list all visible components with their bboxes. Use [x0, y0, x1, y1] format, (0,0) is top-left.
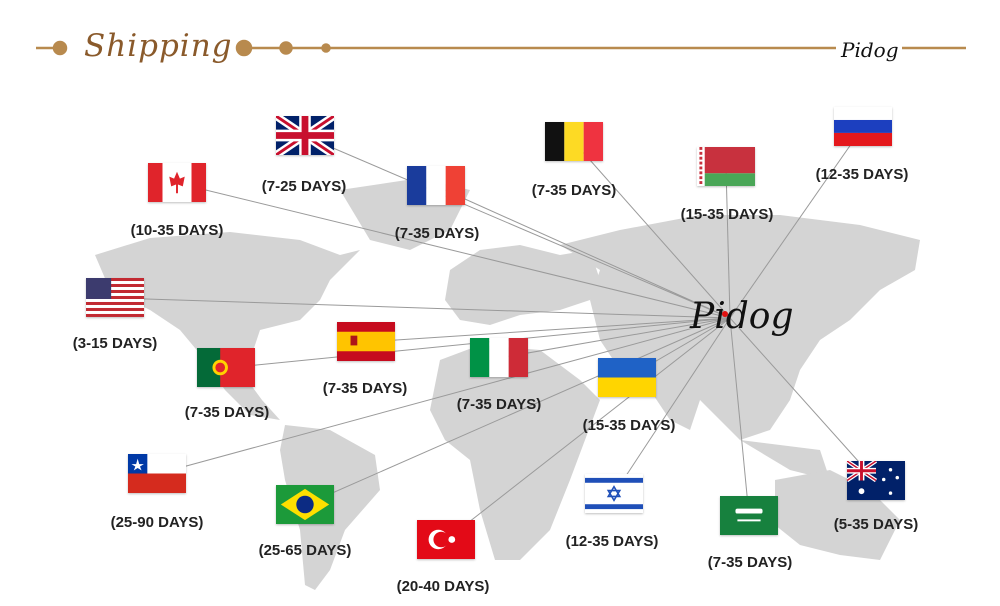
- delivery-time-label: (7-35 DAYS): [184, 404, 270, 421]
- route-line: [176, 182, 731, 319]
- route-line: [573, 141, 731, 319]
- belarus-flag: [697, 147, 755, 186]
- route-line: [729, 317, 750, 517]
- delivery-time-label: (15-35 DAYS): [680, 206, 774, 223]
- brazil-flag: [276, 485, 334, 524]
- route-line: [498, 317, 731, 359]
- uk-flag: [276, 116, 334, 155]
- route-line: [613, 317, 731, 495]
- route-line: [725, 166, 731, 319]
- page-title: Shipping: [84, 28, 233, 64]
- delivery-time-label: (3-15 DAYS): [72, 335, 158, 352]
- italy-flag: [470, 338, 528, 377]
- brand-logo: Pidog: [838, 38, 902, 62]
- delivery-time-label: (7-35 DAYS): [707, 554, 793, 571]
- delivery-time-label: (7-35 DAYS): [394, 225, 480, 242]
- delivery-time-label: (25-90 DAYS): [110, 514, 204, 531]
- hub-marker: [722, 311, 728, 317]
- turkey-flag: [417, 520, 475, 559]
- delivery-time-label: (5-35 DAYS): [833, 516, 919, 533]
- delivery-time-label: (15-35 DAYS): [582, 417, 676, 434]
- russia-flag: [834, 107, 892, 146]
- delivery-time-label: (25-65 DAYS): [258, 542, 352, 559]
- usa-flag: [86, 278, 144, 317]
- route-line: [435, 185, 731, 319]
- delivery-time-label: (12-35 DAYS): [815, 166, 909, 183]
- belgium-flag: [545, 122, 603, 161]
- header-divider: [36, 39, 966, 57]
- delivery-time-label: (7-25 DAYS): [261, 178, 347, 195]
- delivery-time-label: (20-40 DAYS): [396, 578, 490, 595]
- delivery-time-label: (12-35 DAYS): [565, 533, 659, 550]
- hub-logo: Pidog: [690, 296, 794, 337]
- route-line: [365, 317, 731, 343]
- route-line: [114, 297, 731, 319]
- spain-flag: [337, 322, 395, 361]
- israel-flag: [585, 474, 643, 513]
- delivery-time-label: (10-35 DAYS): [130, 222, 224, 239]
- route-line: [729, 317, 877, 482]
- australia-flag: [847, 461, 905, 500]
- route-line: [304, 317, 731, 506]
- delivery-time-label: (7-35 DAYS): [322, 380, 408, 397]
- routes: [114, 126, 877, 541]
- route-line: [445, 317, 731, 541]
- saudi-arabia-flag: [720, 496, 778, 535]
- delivery-time-label: (7-35 DAYS): [456, 396, 542, 413]
- ukraine-flag: [598, 358, 656, 397]
- canada-flag: [148, 163, 206, 202]
- route-line: [729, 126, 864, 319]
- france-flag: [407, 166, 465, 205]
- chile-flag: [128, 454, 186, 493]
- portugal-flag: [197, 348, 255, 387]
- delivery-time-label: (7-35 DAYS): [531, 182, 617, 199]
- route-line: [156, 317, 731, 475]
- route-line: [304, 135, 731, 319]
